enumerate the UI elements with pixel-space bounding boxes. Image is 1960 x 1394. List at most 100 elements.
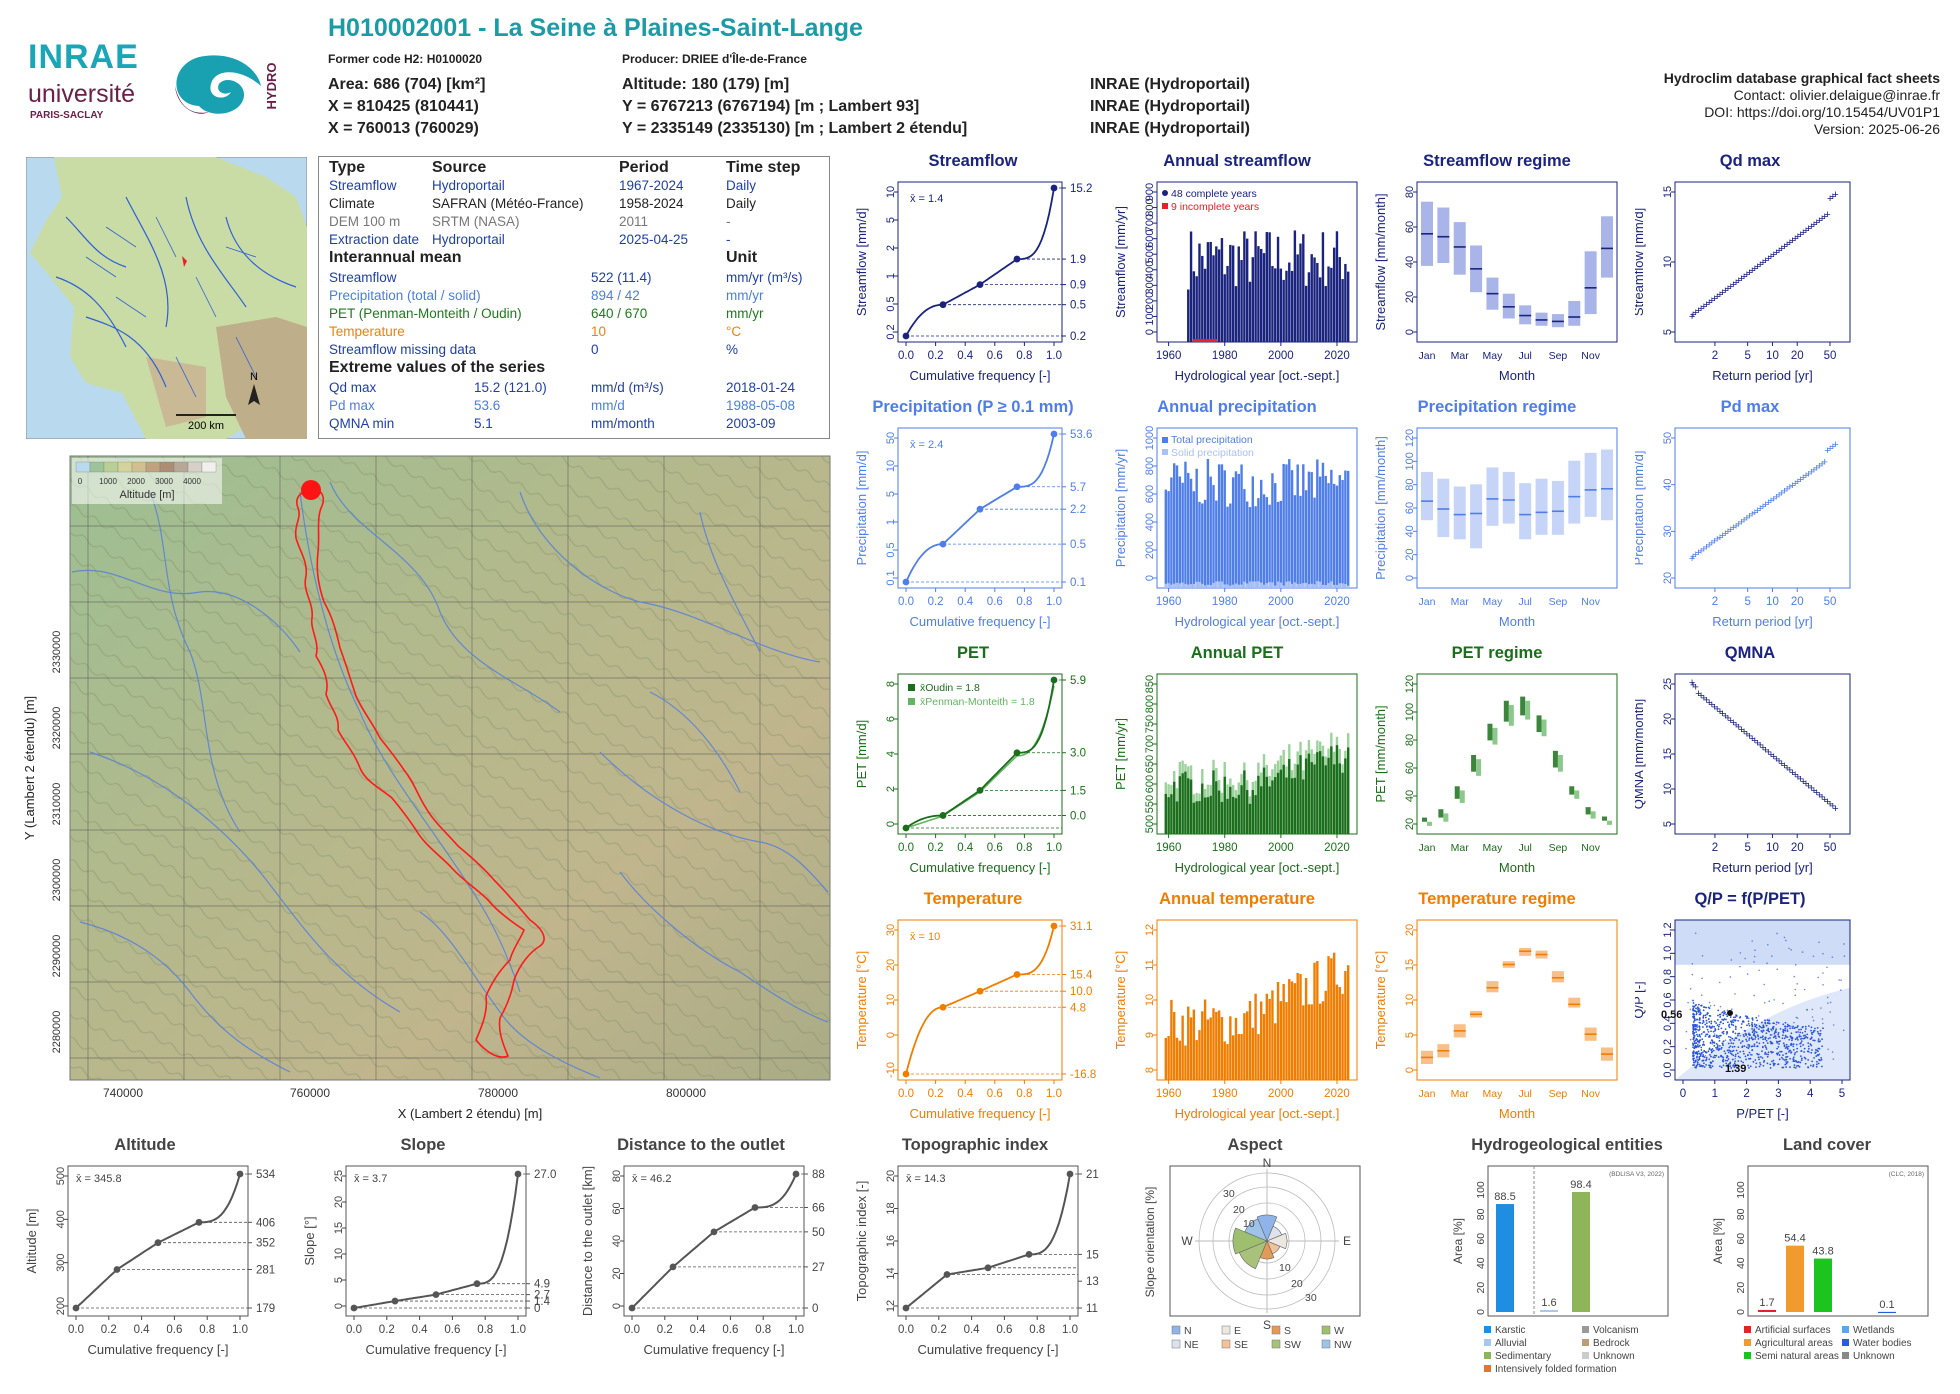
legend-label: Sedimentary [1495, 1351, 1551, 1362]
extreme-point: + [1827, 443, 1833, 455]
y-tick: 50 [885, 432, 897, 444]
y-axis-label: Temperature [°C] [1373, 951, 1388, 1049]
qp-point [1785, 939, 1787, 942]
qp-point [1702, 1014, 1705, 1017]
bar [1257, 498, 1260, 588]
extreme-point: + [1730, 717, 1736, 729]
plot-frame [1416, 673, 1618, 835]
bar-solid [1237, 584, 1240, 588]
y-tick: 0.5 [885, 296, 897, 311]
qp-point [1730, 959, 1733, 961]
qp-point [1731, 1037, 1734, 1040]
qp-point [1695, 1064, 1698, 1067]
qp-point [1719, 1016, 1722, 1018]
mean-label: x̄ = 1.4 [910, 193, 943, 205]
qp-point [1696, 1044, 1699, 1046]
extreme-point: + [1813, 462, 1819, 474]
extreme-point: + [1738, 516, 1744, 528]
qp-point [1789, 1057, 1792, 1060]
extreme-point: + [1781, 760, 1787, 772]
qp-point [1745, 1017, 1748, 1019]
qp-point [1751, 940, 1753, 942]
qp-point [1763, 1001, 1766, 1004]
qp-point [1753, 1028, 1756, 1031]
extreme-point: + [1776, 245, 1782, 257]
extreme-point: + [1736, 722, 1742, 734]
x-tick: 0.6 [987, 596, 1003, 608]
map-y-tick: 2290000 [51, 935, 63, 978]
qp-point [1781, 1066, 1784, 1069]
bar [1170, 999, 1173, 1080]
x-tick: 0.4 [957, 596, 974, 608]
qp-point [1730, 1023, 1733, 1026]
meta-head-timestep: Time step [726, 159, 801, 176]
y-tick: 10 [885, 186, 897, 198]
regime-box [1551, 480, 1564, 535]
legend-swatch [1582, 1339, 1589, 1346]
qp-point [1703, 1006, 1706, 1009]
extreme-point: + [1770, 249, 1776, 261]
qp-point [1730, 1040, 1732, 1042]
qp-point [1786, 1023, 1789, 1026]
x-axis-label: Month [1499, 1106, 1535, 1121]
y-tick: 20 [885, 959, 897, 971]
bar [1209, 795, 1212, 834]
bar-solid [1226, 584, 1229, 588]
qp-point [1774, 1031, 1776, 1034]
y-axis-label: Slope [°] [302, 1216, 317, 1265]
qp-point [1728, 1035, 1730, 1038]
legend-swatch [1484, 1365, 1491, 1372]
bar-solid [1217, 581, 1221, 588]
extreme-point: + [1744, 269, 1750, 281]
chart-title-slope_cdf: Slope [400, 1136, 446, 1154]
qp-point [1753, 994, 1755, 997]
y-tick: 100 [1735, 1181, 1747, 1199]
y-tick: 20 [611, 1267, 623, 1279]
y-tick: 40 [611, 1235, 623, 1247]
qp-point [1692, 999, 1694, 1002]
bar [1324, 286, 1327, 342]
qp-point [1742, 1061, 1745, 1064]
qp-point [1781, 1034, 1784, 1037]
extreme-point: + [1698, 690, 1704, 702]
qp-point [1800, 1028, 1802, 1031]
qp-point [1786, 1030, 1789, 1032]
x-tick: 2020 [1324, 350, 1350, 362]
qp-point [1726, 1055, 1729, 1058]
x-tick: 1980 [1212, 842, 1238, 854]
extreme-point: + [1717, 289, 1723, 301]
y-tick: 60 [1735, 1233, 1747, 1245]
qp-point [1784, 1025, 1786, 1028]
incomplete-years-marker [1193, 339, 1217, 342]
qp-point [1810, 1029, 1812, 1032]
qp-point [1829, 1001, 1832, 1004]
y-tick: 14 [885, 1267, 897, 1279]
qp-point [1704, 1016, 1707, 1019]
qp-point [1694, 1039, 1697, 1042]
legend-swatch [1842, 1352, 1849, 1359]
qp-point [1729, 976, 1732, 978]
doi-link[interactable]: DOI: https://doi.org/10.15454/UV01P1 [1704, 104, 1940, 120]
quantile-label: 0.2 [1070, 331, 1086, 343]
regime-box [1459, 790, 1465, 803]
legend-swatch [1744, 1352, 1751, 1359]
bar [1290, 470, 1294, 588]
y-tick: 0 [885, 821, 897, 827]
extreme-point: + [1711, 293, 1717, 305]
legend-total: Total precipitation [1171, 434, 1253, 446]
bar [1187, 778, 1190, 834]
extreme-point: + [1768, 495, 1774, 507]
altitude-legend-tick: 3000 [155, 477, 173, 486]
altitude-legend-tick: 0 [78, 477, 83, 486]
qp-point [1797, 1038, 1799, 1041]
qp-point [1766, 1055, 1769, 1058]
qp-point [1689, 1038, 1692, 1041]
qp-point [1749, 1034, 1752, 1036]
y-tick: 20 [1662, 713, 1674, 725]
qp-point [1803, 1037, 1806, 1040]
bar-solid [1307, 584, 1311, 588]
plot-frame [67, 1165, 249, 1317]
bar [1245, 790, 1249, 834]
extreme-point: + [1784, 239, 1790, 251]
qp-point [1792, 1048, 1795, 1051]
